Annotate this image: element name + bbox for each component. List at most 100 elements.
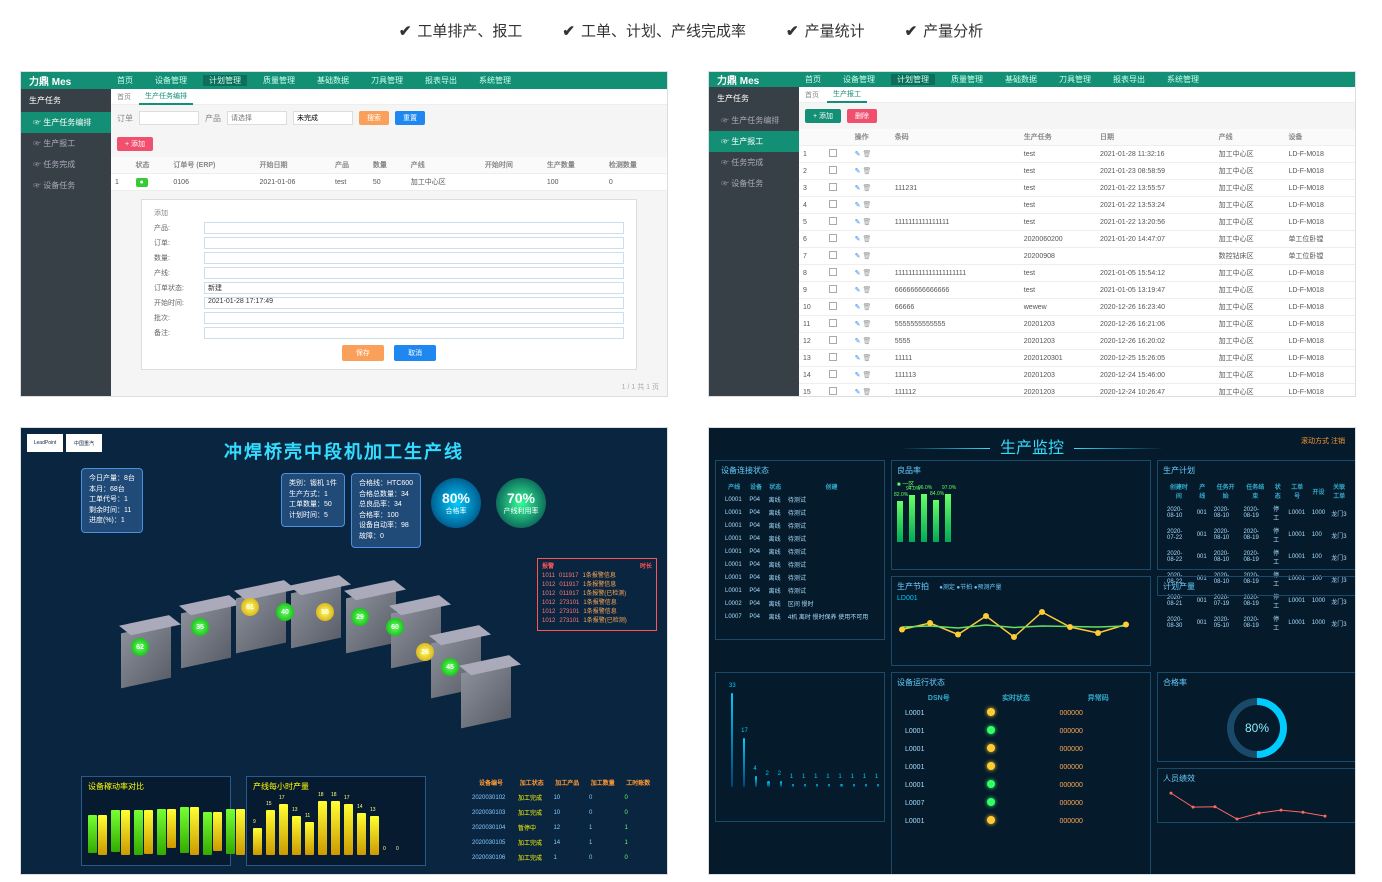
- filter-order-input[interactable]: [139, 111, 199, 125]
- checkbox[interactable]: [829, 268, 837, 276]
- topright-links[interactable]: 滚动方式 注销: [1301, 436, 1345, 446]
- checkbox[interactable]: [829, 285, 837, 293]
- tab-4[interactable]: ✔产量分析: [905, 20, 984, 41]
- edit-icon[interactable]: ✎: [855, 287, 861, 294]
- table-row[interactable]: 14✎ 🗑111113202012032020-12-24 15:46:00加工…: [799, 367, 1355, 384]
- checkbox[interactable]: [829, 183, 837, 191]
- edit-icon[interactable]: ✎: [855, 236, 861, 243]
- table-row[interactable]: 4✎ 🗑test2021-01-22 13:53:24加工中心区LD-F-M01…: [799, 197, 1355, 214]
- search-button[interactable]: 搜索: [359, 111, 389, 125]
- delete-icon[interactable]: 🗑: [862, 185, 871, 192]
- checkbox[interactable]: [829, 302, 837, 310]
- table-row[interactable]: 13✎ 🗑1111120201203012020-12-25 15:26:05加…: [799, 350, 1355, 367]
- tab-2[interactable]: ✔工单、计划、产线完成率: [562, 20, 746, 41]
- cancel-button[interactable]: 取消: [394, 345, 436, 361]
- tab-3[interactable]: ✔产量统计: [786, 20, 865, 41]
- nav-4[interactable]: 基础数据: [311, 75, 355, 86]
- sidebar-item[interactable]: ☞ 生产报工: [709, 131, 799, 152]
- nav-0[interactable]: 首页: [111, 75, 139, 86]
- table-row[interactable]: 5✎ 🗑1111111111111111test2021-01-22 13:20…: [799, 214, 1355, 231]
- tab-1[interactable]: ✔工单排产、报工: [399, 20, 523, 41]
- sidebar-item[interactable]: ☞ 设备任务: [21, 175, 111, 196]
- checkbox[interactable]: [829, 353, 837, 361]
- nav-2[interactable]: 计划管理: [203, 75, 247, 86]
- delete-icon[interactable]: 🗑: [862, 321, 871, 328]
- table-row[interactable]: 7✎ 🗑20200908数控钻床区单工位卧镗: [799, 248, 1355, 265]
- delete-icon[interactable]: 🗑: [862, 236, 871, 243]
- edit-icon[interactable]: ✎: [855, 389, 861, 396]
- checkbox[interactable]: [829, 336, 837, 344]
- form-input[interactable]: [204, 237, 624, 249]
- nav-3[interactable]: 质量管理: [945, 74, 989, 85]
- crumb-tab[interactable]: 生产报工: [827, 87, 867, 103]
- table-row[interactable]: 3✎ 🗑111231test2021-01-22 13:55:57加工中心区LD…: [799, 180, 1355, 197]
- delete-icon[interactable]: 🗑: [862, 338, 871, 345]
- checkbox[interactable]: [829, 217, 837, 225]
- delete-icon[interactable]: 🗑: [862, 389, 871, 396]
- table-row[interactable]: 2✎ 🗑test2021-01-23 08:58:59加工中心区LD-F-M01…: [799, 163, 1355, 180]
- table-row[interactable]: 12✎ 🗑5555202012032020-12-26 16:20:02加工中心…: [799, 333, 1355, 350]
- table-row[interactable]: 1✎ 🗑test2021-01-28 11:32:16加工中心区LD-F-M01…: [799, 146, 1355, 163]
- form-input[interactable]: [204, 267, 624, 279]
- delete-icon[interactable]: 🗑: [862, 168, 871, 175]
- crumb-home[interactable]: 首页: [117, 92, 131, 102]
- table-row[interactable]: 11✎ 🗑5555555555555202012032020-12-26 16:…: [799, 316, 1355, 333]
- filter-product-input[interactable]: [227, 111, 287, 125]
- checkbox[interactable]: [829, 234, 837, 242]
- edit-icon[interactable]: ✎: [855, 355, 861, 362]
- sidebar-item[interactable]: ☞ 生产任务编排: [709, 110, 799, 131]
- edit-icon[interactable]: ✎: [855, 304, 861, 311]
- table-row[interactable]: 1● 01062021-01-06 test50 加工中心区 1000: [111, 174, 667, 191]
- nav-1[interactable]: 设备管理: [837, 74, 881, 85]
- reset-button[interactable]: 重置: [395, 111, 425, 125]
- nav-1[interactable]: 设备管理: [149, 75, 193, 86]
- delete-icon[interactable]: 🗑: [862, 253, 871, 260]
- form-input[interactable]: [204, 327, 624, 339]
- edit-icon[interactable]: ✎: [855, 253, 861, 260]
- edit-icon[interactable]: ✎: [855, 321, 861, 328]
- form-input[interactable]: [204, 222, 624, 234]
- nav-7[interactable]: 系统管理: [473, 75, 517, 86]
- delete-icon[interactable]: 🗑: [862, 304, 871, 311]
- sidebar-item[interactable]: ☞ 任务完成: [709, 152, 799, 173]
- nav-6[interactable]: 报表导出: [419, 75, 463, 86]
- edit-icon[interactable]: ✎: [855, 219, 861, 226]
- form-input[interactable]: 新建: [204, 282, 624, 294]
- delete-icon[interactable]: 🗑: [862, 287, 871, 294]
- edit-icon[interactable]: ✎: [855, 372, 861, 379]
- add-button[interactable]: + 添加: [805, 109, 841, 123]
- checkbox[interactable]: [829, 200, 837, 208]
- nav-3[interactable]: 质量管理: [257, 75, 301, 86]
- nav-6[interactable]: 报表导出: [1107, 74, 1151, 85]
- edit-icon[interactable]: ✎: [855, 338, 861, 345]
- sidebar-item[interactable]: ☞ 生产任务编排: [21, 112, 111, 133]
- delete-icon[interactable]: 🗑: [862, 151, 871, 158]
- save-button[interactable]: 保存: [342, 345, 384, 361]
- form-input[interactable]: [204, 312, 624, 324]
- nav-5[interactable]: 刀具管理: [365, 75, 409, 86]
- edit-icon[interactable]: ✎: [855, 270, 861, 277]
- checkbox[interactable]: [829, 370, 837, 378]
- delete-icon[interactable]: 🗑: [862, 355, 871, 362]
- table-row[interactable]: 10✎ 🗑66666wewew2020-12-26 16:23:40加工中心区L…: [799, 299, 1355, 316]
- delete-icon[interactable]: 🗑: [862, 372, 871, 379]
- checkbox[interactable]: [829, 166, 837, 174]
- form-input[interactable]: 2021-01-28 17:17:49: [204, 297, 624, 309]
- checkbox[interactable]: [829, 149, 837, 157]
- table-row[interactable]: 6✎ 🗑20200602002021-01-20 14:47:07加工中心区单工…: [799, 231, 1355, 248]
- crumb-home[interactable]: 首页: [805, 90, 819, 100]
- sidebar-item[interactable]: ☞ 设备任务: [709, 173, 799, 194]
- form-input[interactable]: [204, 252, 624, 264]
- edit-icon[interactable]: ✎: [855, 202, 861, 209]
- checkbox[interactable]: [829, 319, 837, 327]
- checkbox[interactable]: [829, 387, 837, 395]
- delete-icon[interactable]: 🗑: [862, 219, 871, 226]
- checkbox[interactable]: [829, 251, 837, 259]
- nav-5[interactable]: 刀具管理: [1053, 74, 1097, 85]
- nav-7[interactable]: 系统管理: [1161, 74, 1205, 85]
- table-row[interactable]: 8✎ 🗑111111111111111111111test2021-01-05 …: [799, 265, 1355, 282]
- filter-status-input[interactable]: [293, 111, 353, 125]
- edit-icon[interactable]: ✎: [855, 151, 861, 158]
- edit-icon[interactable]: ✎: [855, 185, 861, 192]
- sidebar-item[interactable]: ☞ 生产报工: [21, 133, 111, 154]
